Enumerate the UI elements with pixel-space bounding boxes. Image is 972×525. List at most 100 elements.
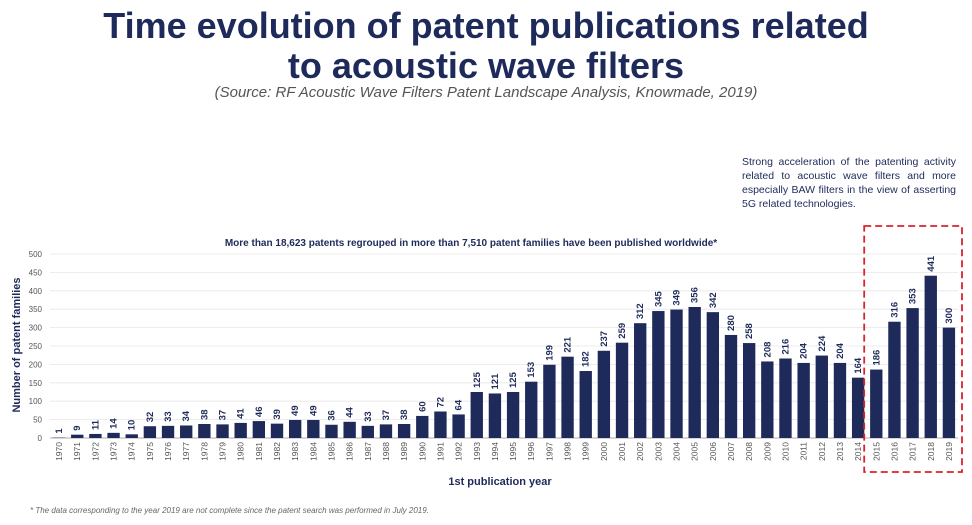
data-label: 300 <box>944 308 955 324</box>
bar <box>107 432 120 438</box>
x-tick-label: 2010 <box>780 442 790 461</box>
data-label: 72 <box>435 397 446 408</box>
data-label: 44 <box>345 407 356 418</box>
data-label: 216 <box>780 339 791 355</box>
data-label: 37 <box>218 410 229 421</box>
data-label: 125 <box>508 371 519 388</box>
data-label: 259 <box>617 323 628 339</box>
data-label: 356 <box>690 287 701 303</box>
data-label: 312 <box>635 303 646 319</box>
x-tick-label: 2008 <box>744 442 754 461</box>
data-label: 204 <box>835 342 846 359</box>
x-tick-label: 1973 <box>109 442 119 461</box>
bar <box>634 323 647 438</box>
data-label: 208 <box>762 342 773 358</box>
x-tick-label: 1982 <box>272 442 282 461</box>
x-tick-label: 2006 <box>708 442 718 461</box>
data-label: 224 <box>817 335 828 352</box>
bar <box>397 424 411 438</box>
bar <box>579 371 592 438</box>
x-tick-label: 1983 <box>290 442 300 461</box>
y-tick-label: 450 <box>29 268 43 277</box>
bar <box>706 312 720 438</box>
y-tick-label: 200 <box>29 360 43 369</box>
data-label: 221 <box>563 336 574 353</box>
data-label: 164 <box>853 357 864 374</box>
bar <box>416 415 429 438</box>
x-tick-label: 1977 <box>181 442 191 461</box>
data-label: 37 <box>381 410 392 421</box>
data-label: 182 <box>581 351 592 367</box>
title-line: Time evolution of patent publications re… <box>103 5 869 46</box>
x-tick-label: 1970 <box>54 442 64 461</box>
bar <box>307 419 320 438</box>
x-tick-label: 1971 <box>72 442 82 461</box>
bar <box>543 364 556 438</box>
data-label: 125 <box>472 371 483 388</box>
x-tick-label: 1978 <box>199 442 209 461</box>
x-tick-label: 1999 <box>581 442 591 461</box>
bar <box>488 393 502 438</box>
data-label: 258 <box>744 323 755 339</box>
data-label: 11 <box>90 419 101 430</box>
data-label: 10 <box>127 420 138 431</box>
data-label: 9 <box>72 425 83 430</box>
bar <box>270 423 284 438</box>
x-tick-label: 2013 <box>835 442 845 461</box>
y-tick-label: 100 <box>29 397 43 406</box>
bar <box>851 377 865 438</box>
x-tick-label: 2016 <box>889 442 899 461</box>
data-label: 46 <box>254 406 265 417</box>
data-label: 49 <box>308 405 319 416</box>
bar <box>597 350 611 438</box>
y-tick-label: 350 <box>29 305 43 314</box>
data-label: 1 <box>54 428 65 434</box>
data-label: 441 <box>926 255 937 272</box>
source-subtitle: (Source: RF Acoustic Wave Filters Patent… <box>214 84 758 101</box>
bar <box>288 419 302 438</box>
bar <box>615 342 629 438</box>
x-tick-label: 2004 <box>672 442 682 461</box>
data-label: 342 <box>708 292 719 308</box>
bar <box>198 424 211 438</box>
data-label: 121 <box>490 373 501 390</box>
annotation-text: Strong acceleration of the patenting act… <box>742 156 956 210</box>
x-tick-label: 1988 <box>381 442 391 461</box>
data-label: 14 <box>109 418 120 429</box>
x-tick-label: 1987 <box>363 442 373 461</box>
footnote: * The data corresponding to the year 201… <box>30 506 429 515</box>
x-axis-label: 1st publication year <box>448 476 552 488</box>
x-tick-label: 2002 <box>635 442 645 461</box>
data-label: 186 <box>871 350 882 366</box>
x-tick-label: 1980 <box>236 442 246 461</box>
bar <box>452 414 465 438</box>
x-tick-label: 2017 <box>908 442 918 461</box>
bar <box>652 311 665 438</box>
x-tick-label: 2018 <box>926 442 936 461</box>
y-tick-label: 500 <box>29 250 43 259</box>
data-label: 34 <box>181 410 192 421</box>
bar <box>797 362 810 438</box>
bar <box>870 369 883 438</box>
bar <box>343 421 356 438</box>
data-label: 38 <box>399 409 410 420</box>
data-label: 36 <box>326 410 337 421</box>
x-tick-label: 2000 <box>599 442 609 461</box>
y-tick-label: 300 <box>29 324 43 333</box>
data-label: 49 <box>290 405 301 416</box>
bar <box>779 358 792 438</box>
title-line: to acoustic wave filters <box>287 45 685 86</box>
bar <box>724 334 738 438</box>
bar <box>924 275 937 438</box>
y-tick-label: 50 <box>33 416 42 425</box>
x-tick-label: 1994 <box>490 442 500 461</box>
data-label: 345 <box>653 290 664 307</box>
data-label: 64 <box>454 399 465 410</box>
x-tick-label: 1995 <box>508 442 518 461</box>
x-tick-label: 1989 <box>399 442 409 461</box>
bar <box>942 327 956 438</box>
y-tick-label: 150 <box>29 379 43 388</box>
bar <box>434 411 447 438</box>
x-tick-label: 1997 <box>544 442 554 461</box>
